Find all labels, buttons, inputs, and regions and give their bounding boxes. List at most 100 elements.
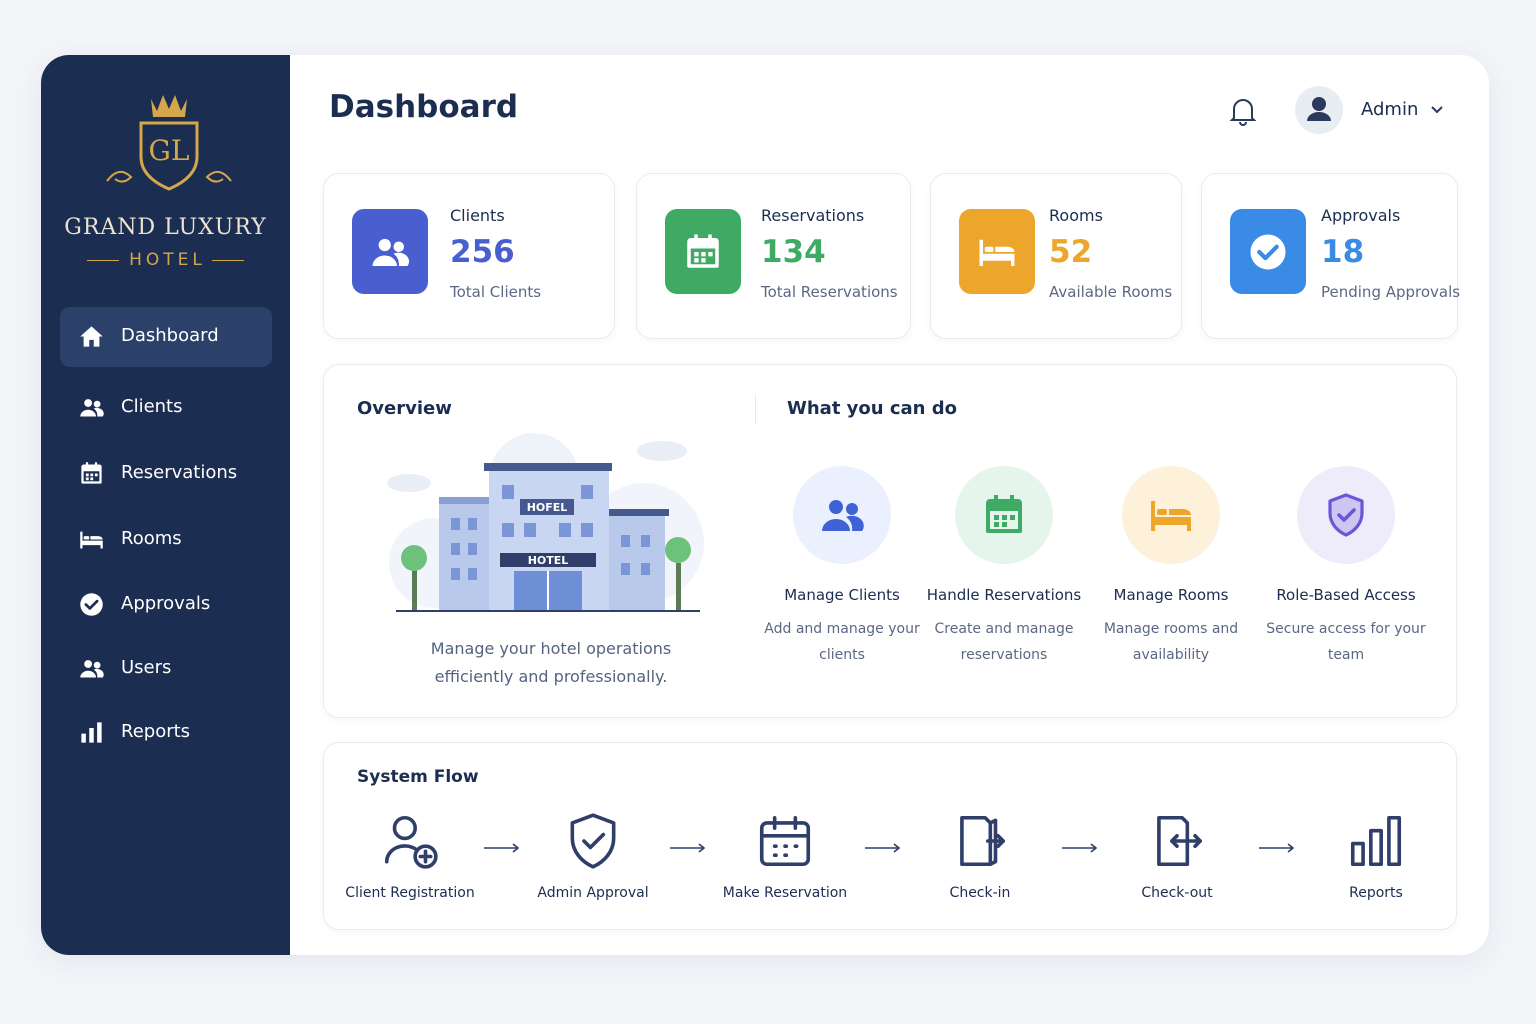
icon <box>80 593 103 616</box>
feature-title: Manage Clients <box>784 586 900 604</box>
stat-icon <box>352 209 428 294</box>
divider <box>755 395 756 425</box>
flow-icon <box>1146 810 1208 876</box>
nav-item[interactable]: Rooms <box>60 510 272 570</box>
stat-label: Clients <box>450 206 505 225</box>
stat-label: Reservations <box>761 206 865 225</box>
flow-arrow <box>1061 839 1099 858</box>
brand-name: GRAND LUXURY <box>64 215 267 240</box>
user-menu[interactable]: Admin <box>1294 85 1489 135</box>
nav-icon <box>78 719 105 750</box>
icon <box>570 813 616 869</box>
overview-description: Manage your hotel operations efficiently… <box>430 639 672 686</box>
flow-icon <box>379 810 441 876</box>
icon <box>1151 501 1191 531</box>
flow-arrow <box>1258 839 1296 858</box>
stat-card: Rooms 52 Available Rooms <box>930 173 1182 339</box>
stat-value: 134 <box>761 234 826 270</box>
nav-item[interactable]: Users <box>60 639 272 699</box>
brand-subtitle-text: HOTEL <box>129 250 206 270</box>
arrow <box>1062 843 1098 853</box>
page-title: Dashboard <box>329 89 519 125</box>
overview-card: Overview HOFEL HOTEL Manage your hotel o… <box>323 364 1457 718</box>
icon <box>979 239 1015 266</box>
stat-caption: Total Reservations <box>761 283 898 301</box>
brand-subtitle: HOTEL <box>41 250 290 270</box>
hotel-sign: HOTEL <box>528 554 569 567</box>
notification-bell[interactable] <box>1228 95 1258 127</box>
icon <box>986 495 1022 533</box>
flow-step-label: Check-in <box>949 885 1011 901</box>
feature-description: Manage rooms and availability <box>1103 621 1239 663</box>
stat-icon <box>959 209 1035 294</box>
flow-step-label: Make Reservation <box>722 885 848 901</box>
flow-step-label: Reports <box>1349 885 1403 901</box>
arrow <box>1259 843 1295 853</box>
stat-card: Reservations 134 Total Reservations <box>636 173 911 339</box>
nav-label: Rooms <box>121 528 182 549</box>
flow-arrow <box>669 839 707 858</box>
nav-icon <box>78 655 105 686</box>
hotel-sign: HOFEL <box>527 501 568 514</box>
section-title: Overview <box>357 398 452 419</box>
nav-label: Dashboard <box>121 325 219 346</box>
divider <box>87 259 120 261</box>
flow-icon <box>949 810 1011 876</box>
nav-item[interactable]: Reservations <box>60 444 272 504</box>
arrow <box>484 843 520 853</box>
divider <box>211 259 244 261</box>
flow-step-label: Client Registration <box>345 885 475 901</box>
nav-icon <box>78 323 105 354</box>
flow-arrow <box>483 839 521 858</box>
stat-caption: Total Clients <box>450 283 542 301</box>
icon <box>81 722 102 743</box>
user-avatar <box>1295 86 1343 134</box>
feature-icon <box>1297 466 1395 564</box>
icon <box>80 326 103 347</box>
nav-item[interactable]: Approvals <box>60 575 272 635</box>
flow-arrow <box>864 839 902 858</box>
feature-title: Handle Reservations <box>926 586 1082 604</box>
brand-monogram: GL <box>149 134 190 167</box>
flow-icon <box>562 810 624 876</box>
feature-icon <box>1122 466 1220 564</box>
nav-item[interactable]: Reports <box>60 703 272 763</box>
stat-label: Approvals <box>1321 206 1401 225</box>
icon <box>687 234 719 268</box>
nav-label: Approvals <box>121 593 211 614</box>
flow-icon <box>754 810 816 876</box>
feature-description: Add and manage your clients <box>764 621 920 663</box>
nav-label: Clients <box>121 396 183 417</box>
icon <box>1157 815 1203 867</box>
stat-icon <box>665 209 741 294</box>
nav-label: Users <box>121 657 172 678</box>
nav-item[interactable]: Dashboard <box>60 307 272 367</box>
icon <box>1328 493 1364 537</box>
nav-icon <box>78 460 105 491</box>
sidebar: GL GRAND LUXURY HOTEL Dashboard Clients Re… <box>41 55 290 955</box>
icon <box>80 660 104 678</box>
feature-description: Create and manage reservations <box>934 621 1074 663</box>
icon <box>372 238 410 266</box>
flow-step-label: Admin Approval <box>537 885 649 901</box>
nav-icon <box>78 591 105 622</box>
stat-value: 52 <box>1049 234 1093 270</box>
stat-card: Clients 256 Total Clients <box>323 173 615 339</box>
nav-item[interactable]: Clients <box>60 378 272 438</box>
feature-icon <box>793 466 891 564</box>
feature-title: Manage Rooms <box>1113 586 1229 604</box>
stat-card: Approvals 18 Pending Approvals <box>1201 173 1460 339</box>
icon <box>81 462 102 484</box>
feature-title: Role-Based Access <box>1276 586 1416 604</box>
flow-card: System Flow Client Registration Admin App… <box>323 742 1457 930</box>
nav-icon <box>78 394 105 425</box>
section-title: System Flow <box>357 767 479 787</box>
app-window: GL GRAND LUXURY HOTEL Dashboard Clients Re… <box>41 55 1489 955</box>
dropdown-chevron <box>1431 106 1443 114</box>
icon <box>384 815 438 869</box>
stat-icon <box>1230 209 1306 294</box>
stat-value: 256 <box>450 234 515 270</box>
brand-logo: GL <box>106 95 232 191</box>
section-title: What you can do <box>787 398 958 419</box>
nav-label: Reservations <box>121 462 238 483</box>
